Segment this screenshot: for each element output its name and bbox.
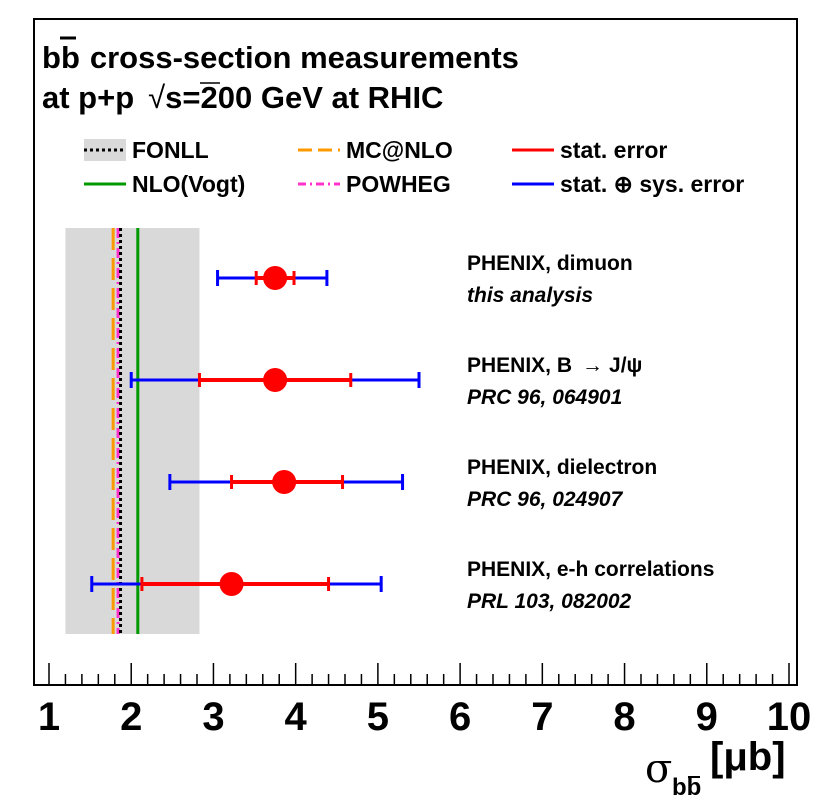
measurement-3: PHENIX, dielectron PRC 96, 024907 — [168, 456, 657, 511]
plot-frame — [33, 18, 798, 686]
fonll-band — [65, 228, 200, 634]
measurement-label: PHENIX, dimuon — [467, 252, 633, 275]
data-point — [272, 470, 297, 494]
x-tick-label: 5 — [367, 695, 389, 739]
measurement-reference: PRL 103, 082002 — [467, 590, 632, 613]
x-tick-label: 10 — [767, 695, 812, 739]
x-tick-label: 2 — [120, 695, 142, 739]
legend: FONLL MC@NLO stat. error NLO(Vogt) POWHEG sta… — [84, 137, 744, 197]
chart-title-line1: bb cross-section measurements — [42, 40, 519, 75]
measurements: PHENIX, dimuon this analysis PHENIX, B → J/ψ… — [90, 252, 714, 613]
x-tick-label: 4 — [285, 695, 308, 739]
legend-label: MC@NLO — [346, 137, 453, 163]
legend-label: NLO(Vogt) — [132, 171, 245, 197]
legend-item-1: FONLL — [84, 137, 209, 163]
x-axis-label-symbol: σ — [645, 746, 672, 792]
x-axis-label-unit: [μb] — [710, 735, 786, 779]
chart-title-line2: at p+p √s=200 GeV at RHIC — [42, 80, 443, 115]
measurement-reference: PRC 96, 024907 — [467, 488, 624, 511]
legend-item-4: NLO(Vogt) — [84, 171, 245, 197]
x-tick-label: 8 — [613, 695, 635, 739]
measurement-label: PHENIX, dielectron — [467, 456, 657, 479]
x-axis: 1 2 3 4 5 6 7 8 9 10 — [38, 663, 811, 739]
measurement-label: PHENIX, e-h correlations — [467, 558, 714, 581]
measurement-4: PHENIX, e-h correlations PRL 103, 082002 — [90, 558, 714, 613]
data-point — [219, 572, 244, 596]
data-point — [263, 368, 288, 392]
x-tick-label: 7 — [531, 695, 553, 739]
legend-item-3: stat. error — [512, 137, 667, 163]
measurement-reference: PRC 96, 064901 — [467, 386, 622, 409]
legend-label: FONLL — [132, 137, 209, 163]
legend-item-6: stat. ⊕ sys. error — [512, 171, 744, 197]
legend-item-5: POWHEG — [298, 171, 451, 197]
legend-label: stat. ⊕ sys. error — [560, 171, 744, 197]
x-tick-label: 6 — [449, 695, 471, 739]
legend-label: POWHEG — [346, 171, 451, 197]
measurement-label: PHENIX, B → J/ψ — [467, 354, 642, 377]
measurement-1: PHENIX, dimuon this analysis — [216, 252, 633, 307]
x-tick-label: 1 — [38, 695, 60, 739]
x-tick-label: 3 — [202, 695, 224, 739]
x-axis-label-subscript: bb — [672, 774, 701, 801]
measurement-reference: this analysis — [467, 284, 593, 307]
legend-label: stat. error — [560, 137, 667, 163]
x-tick-label: 9 — [696, 695, 718, 739]
theory-predictions — [65, 228, 200, 634]
measurement-2: PHENIX, B → J/ψ PRC 96, 064901 — [129, 354, 642, 409]
legend-item-2: MC@NLO — [298, 137, 453, 163]
data-point — [263, 266, 288, 290]
